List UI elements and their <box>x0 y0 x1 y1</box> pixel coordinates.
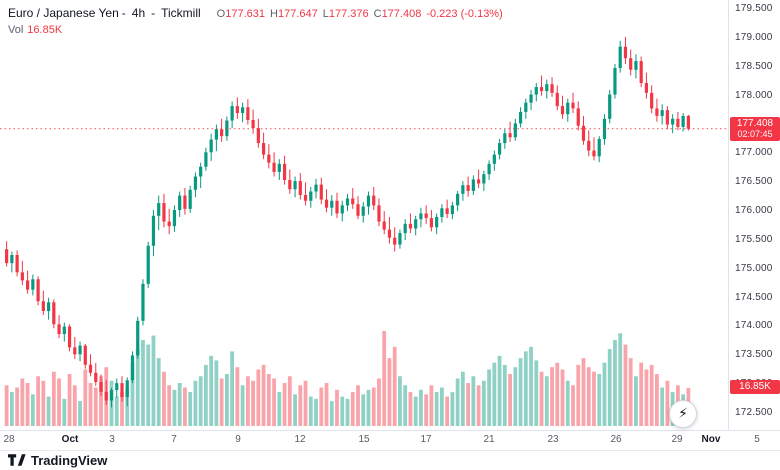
candlestick-chart[interactable] <box>0 0 727 430</box>
time-axis[interactable]: 28 Oct 3 7 9 12 15 17 21 23 26 29 Nov 5 <box>0 430 780 451</box>
legend-separator: - <box>151 6 156 20</box>
tradingview-logo-text: TradingView <box>31 452 108 468</box>
close-value: 177.408 <box>381 8 422 20</box>
volume-badge: 16.85K <box>730 379 780 394</box>
chart-legend: Euro / Japanese Yen -4h - Tickmill O177.631 H… <box>8 5 503 38</box>
close-label: C <box>373 8 382 20</box>
volume-label: Vol <box>8 23 24 36</box>
price-axis[interactable]: 177.408 02:07:45 16.85K 179.500 179.000 17… <box>728 0 780 430</box>
open-value: 177.631 <box>225 8 265 20</box>
open-label: O <box>216 8 226 20</box>
time-tick: 15 <box>358 434 370 445</box>
time-tick: 7 <box>171 434 177 445</box>
price-tick: 175.000 <box>735 262 773 274</box>
attribution-bar: TradingView <box>0 450 780 470</box>
price-tick: 175.500 <box>735 233 773 245</box>
low-label: L <box>322 8 329 20</box>
current-price-value: 177.408 <box>736 117 774 129</box>
price-tick: 173.500 <box>735 349 773 361</box>
time-tick: 23 <box>547 434 559 445</box>
time-tick: 29 <box>671 434 683 445</box>
price-tick: 177.000 <box>735 147 773 159</box>
volume-readout: Vol 16.85K <box>8 23 503 38</box>
price-tick: 178.000 <box>735 89 773 101</box>
price-tick: 172.500 <box>735 407 773 418</box>
price-tick: 174.500 <box>735 291 773 303</box>
time-tick: 3 <box>109 434 115 445</box>
broker-label: Tickmill <box>161 6 201 20</box>
tradingview-logo[interactable]: TradingView <box>8 453 107 468</box>
tradingview-logo-icon <box>8 454 26 466</box>
time-tick: 28 <box>3 434 15 445</box>
current-price-badge: 177.408 02:07:45 <box>730 116 780 141</box>
time-tick: Nov <box>701 434 721 445</box>
high-label: H <box>270 8 278 20</box>
price-tick: 179.500 <box>735 3 773 14</box>
countdown-timer: 02:07:45 <box>737 128 773 139</box>
price-tick: 179.000 <box>735 31 773 43</box>
low-value: 177.376 <box>328 8 369 20</box>
time-tick: 9 <box>235 434 241 445</box>
volume-value: 16.85K <box>27 23 63 36</box>
time-tick: 17 <box>420 434 432 445</box>
ohlc-readout: O177.631 H177.647 L177.376 C177.408 -0.223 (… <box>212 8 503 20</box>
high-value: 177.647 <box>277 8 318 20</box>
symbol-title[interactable]: Euro / Japanese Yen <box>8 6 119 20</box>
legend-separator: - <box>121 6 126 20</box>
price-tick: 178.500 <box>735 60 773 72</box>
price-tick: 174.000 <box>735 320 773 332</box>
flash-button[interactable]: ⚡ <box>669 400 697 428</box>
price-tick: 176.500 <box>735 176 773 188</box>
time-tick: 21 <box>483 434 495 445</box>
change-value: -0.223 (-0.13%) <box>426 8 503 20</box>
time-tick: 26 <box>610 434 622 445</box>
time-tick: Oct <box>61 434 79 445</box>
lightning-icon: ⚡ <box>678 406 688 422</box>
price-tick: 176.000 <box>735 205 773 216</box>
time-tick: 12 <box>294 434 306 445</box>
chart-plot-area: Euro / Japanese Yen -4h - Tickmill O177.631 H… <box>0 0 727 430</box>
time-tick: 5 <box>754 434 760 445</box>
interval-label[interactable]: 4h <box>131 6 146 20</box>
